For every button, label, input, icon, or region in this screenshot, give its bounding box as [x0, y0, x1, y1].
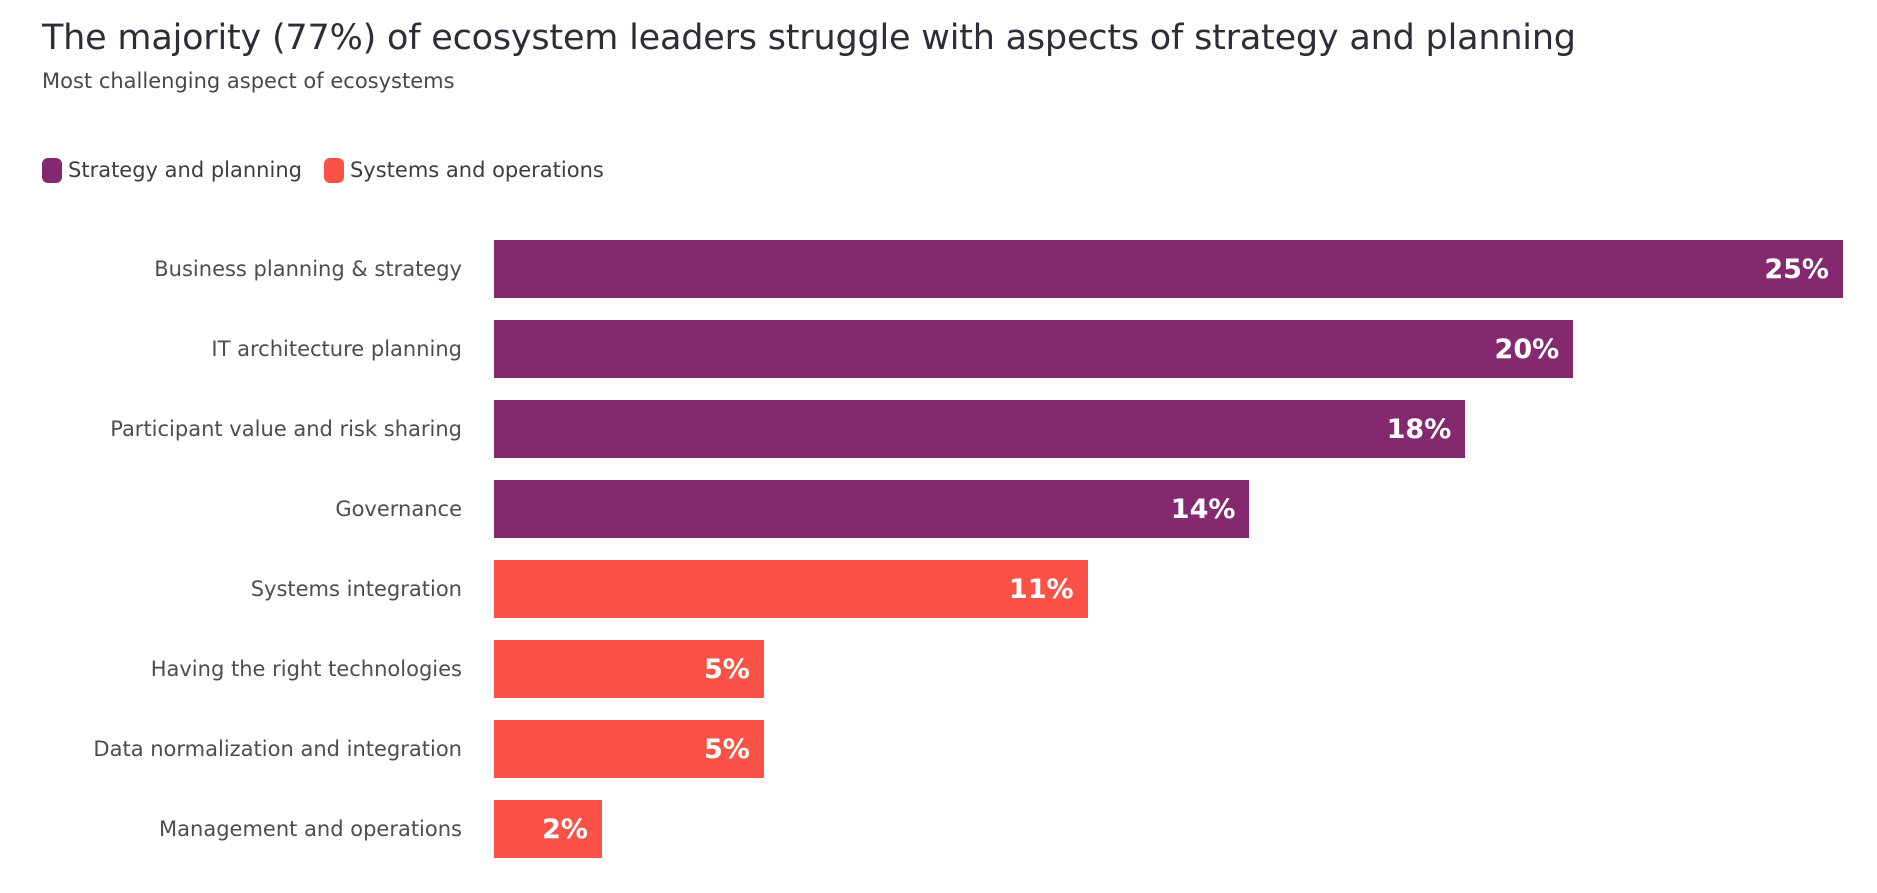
- chart-subtitle: Most challenging aspect of ecosystems: [42, 69, 455, 93]
- chart-header: The majority (77%) of ecosystem leaders …: [42, 16, 1842, 94]
- bar-row: Having the right technologies 5%: [0, 640, 1877, 698]
- bar[interactable]: 25%: [494, 240, 1843, 298]
- category-label: IT architecture planning: [211, 337, 462, 361]
- bar-row: IT architecture planning 20%: [0, 320, 1877, 378]
- bar-chart-plot-area: Business planning & strategy 25% IT archit…: [0, 240, 1877, 880]
- legend-item[interactable]: Strategy and planning: [42, 158, 302, 183]
- page-title: The majority (77%) of ecosystem leaders …: [42, 18, 1576, 58]
- bar-row: Participant value and risk sharing 18%: [0, 400, 1877, 458]
- bar[interactable]: 20%: [494, 320, 1574, 378]
- legend-item-label: Systems and operations: [349, 158, 604, 182]
- bar-value-label: 25%: [1764, 253, 1829, 285]
- bar[interactable]: 11%: [494, 560, 1088, 618]
- bar-value-label: 5%: [703, 653, 750, 685]
- category-label: Management and operations: [159, 817, 462, 841]
- bar-value-label: 20%: [1494, 333, 1560, 365]
- category-label: Participant value and risk sharing: [110, 417, 462, 441]
- square-swatch-icon: [323, 158, 344, 183]
- bar[interactable]: 14%: [494, 480, 1250, 538]
- category-label: Business planning & strategy: [154, 257, 462, 281]
- bar-row: Management and operations 2%: [0, 800, 1877, 858]
- bar-value-label: 18%: [1386, 413, 1452, 445]
- bar-row: Business planning & strategy 25%: [0, 240, 1877, 298]
- bar-value-label: 2%: [542, 813, 588, 845]
- bar-value-label: 5%: [703, 733, 750, 765]
- bar-row: Governance 14%: [0, 480, 1877, 538]
- square-swatch-icon: [42, 158, 62, 183]
- category-label: Data normalization and integration: [93, 737, 462, 761]
- category-label: Having the right technologies: [150, 657, 462, 681]
- bar[interactable]: 5%: [494, 720, 764, 778]
- bar-value-label: 11%: [1008, 573, 1074, 605]
- bar[interactable]: 2%: [494, 800, 602, 858]
- category-label: Systems integration: [250, 577, 462, 601]
- chart-legend: Strategy and planning Systems and operati…: [42, 158, 604, 183]
- bar-row: Systems integration 11%: [0, 560, 1877, 618]
- category-label: Governance: [335, 497, 462, 521]
- bar[interactable]: 18%: [494, 400, 1466, 458]
- bar-row: Data normalization and integration 5%: [0, 720, 1877, 778]
- bar[interactable]: 5%: [494, 640, 764, 698]
- legend-item-label: Strategy and planning: [68, 158, 302, 182]
- bar-value-label: 14%: [1170, 493, 1236, 525]
- legend-item[interactable]: Systems and operations: [323, 158, 604, 183]
